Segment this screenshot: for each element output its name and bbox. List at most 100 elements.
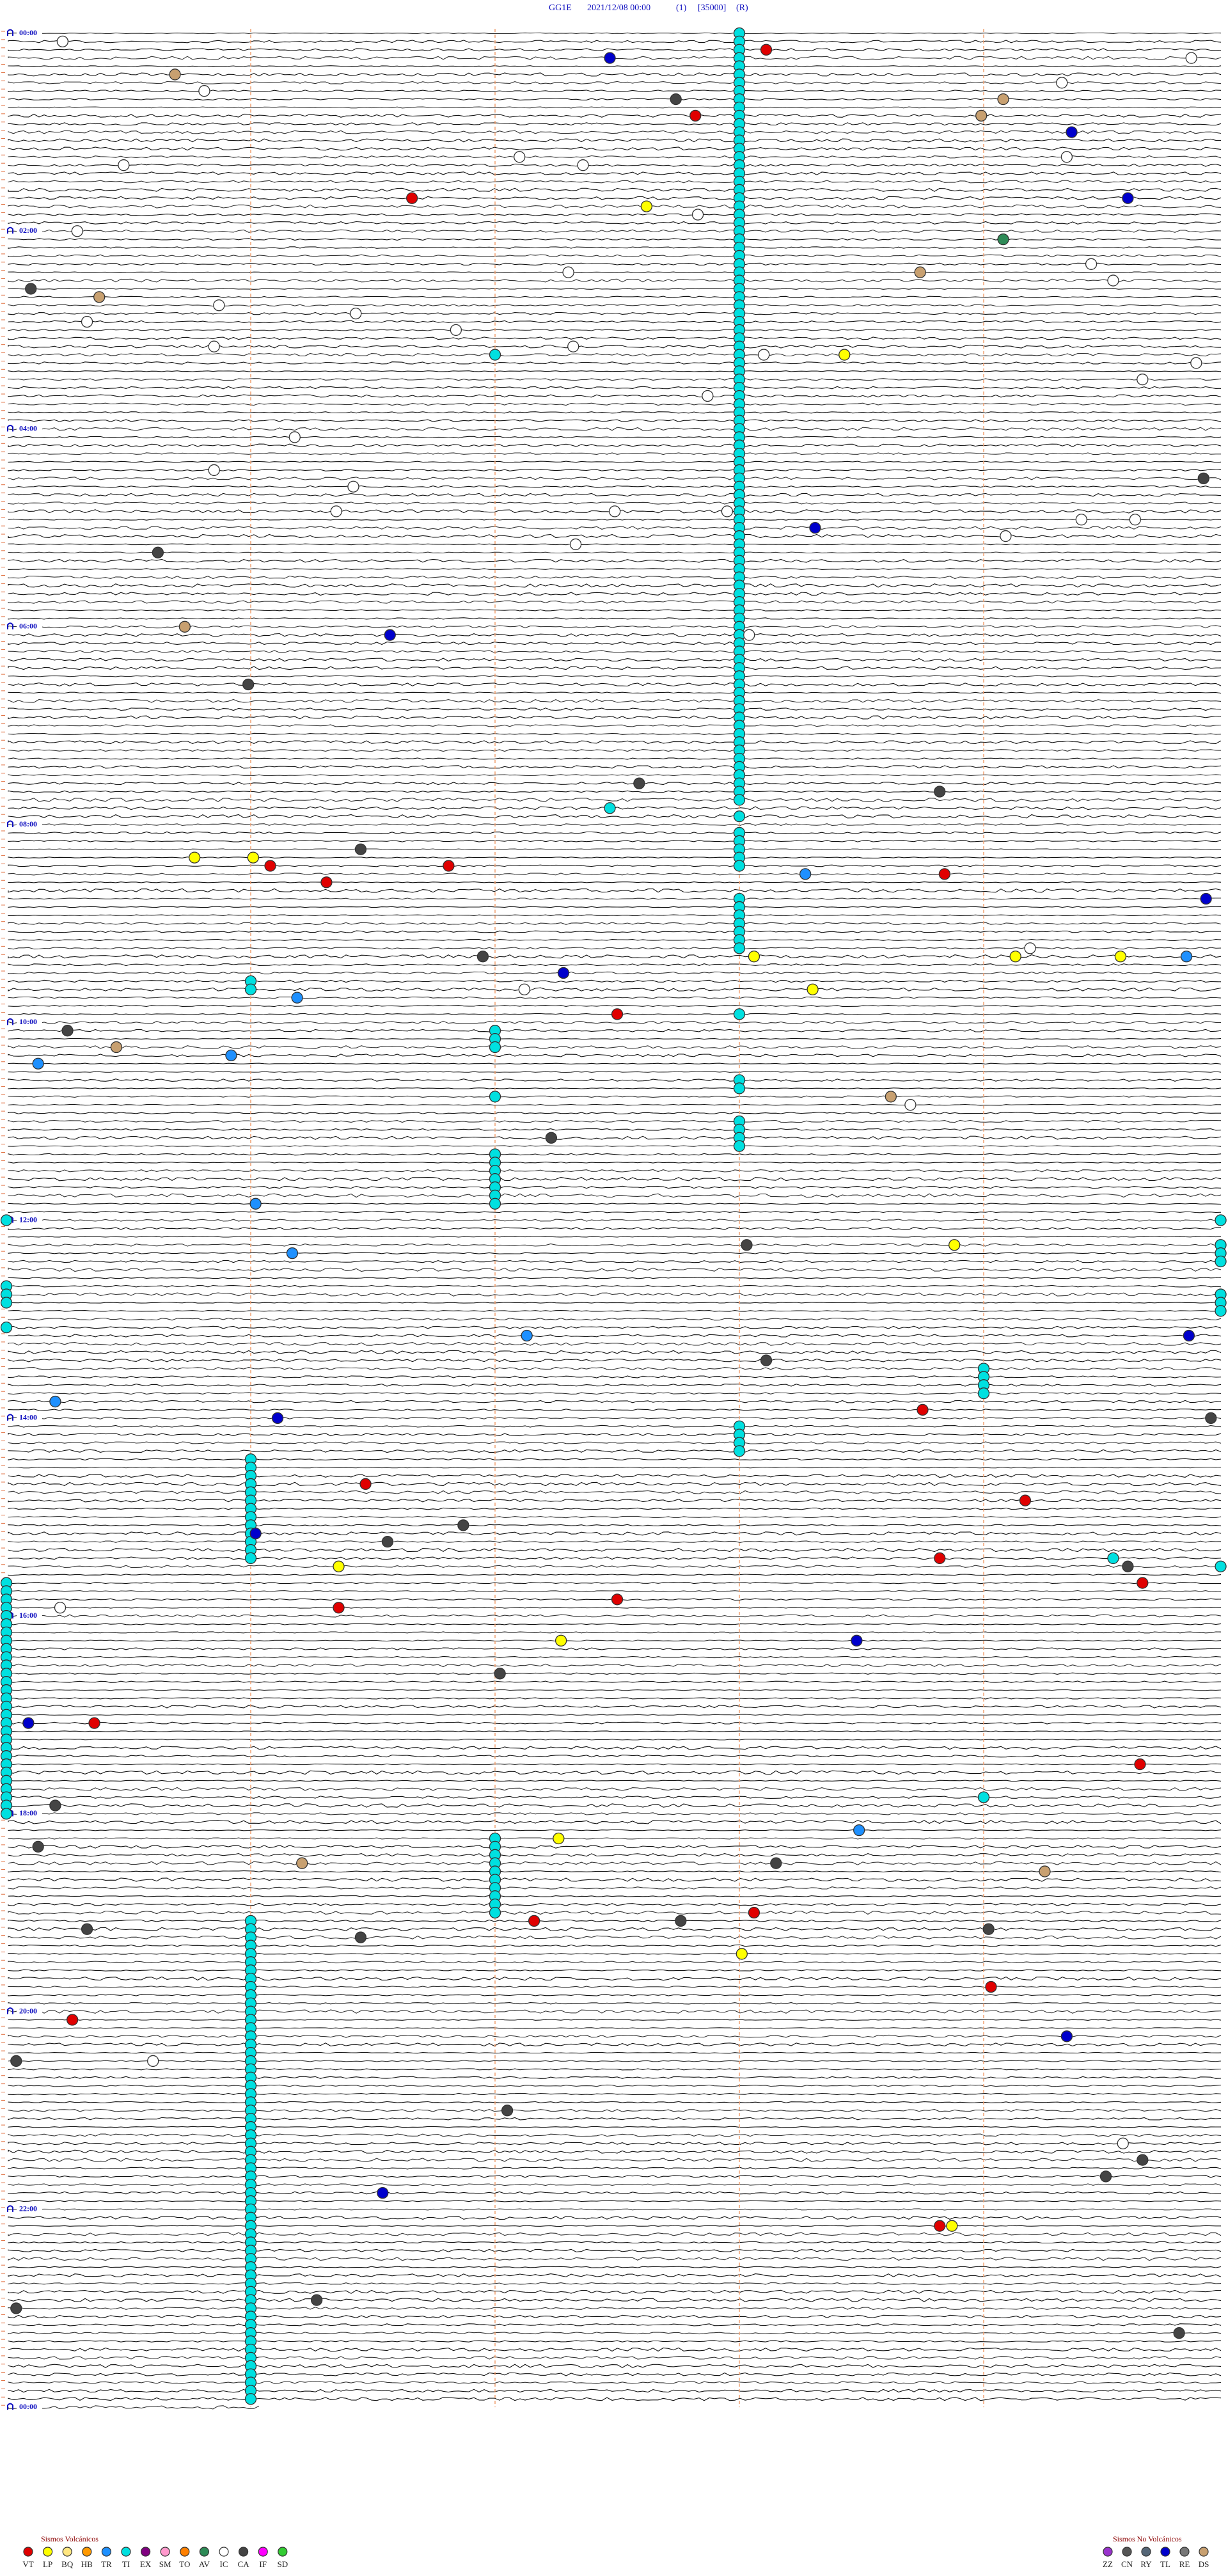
- trace: [8, 1870, 1222, 1873]
- legend-label: LP: [43, 2559, 52, 2569]
- event-marker: [489, 1197, 501, 1210]
- trace: [8, 2364, 1222, 2368]
- trace: [8, 831, 1222, 835]
- trace: [8, 963, 1222, 967]
- trace: [8, 296, 1222, 299]
- event-marker: [381, 1535, 394, 1548]
- event-marker: [1060, 151, 1073, 163]
- trace: [8, 1803, 1222, 1808]
- legend-swatch: [1122, 2547, 1132, 2557]
- event-marker: [169, 68, 181, 81]
- legend-swatch: [219, 2547, 229, 2557]
- trace: [8, 1334, 1222, 1338]
- trace: [8, 699, 1222, 703]
- traces: [1, 31, 1222, 2410]
- trace: [8, 2068, 1222, 2071]
- event-marker: [93, 291, 106, 303]
- event-marker: [736, 1948, 748, 1960]
- trace: [8, 452, 1221, 455]
- trace: [8, 1277, 1222, 1279]
- event-marker: [152, 546, 164, 558]
- trace: [8, 336, 1222, 340]
- event-marker: [1122, 1560, 1134, 1572]
- time-label: 20:00: [19, 2006, 37, 2015]
- trace: [8, 1267, 1222, 1272]
- event-marker: [0, 1808, 13, 1820]
- trace: [8, 2215, 1222, 2220]
- trace: [8, 2282, 1222, 2285]
- legend-label: HB: [81, 2559, 93, 2569]
- trace: [8, 897, 1221, 900]
- event-marker: [350, 307, 362, 320]
- trace: [8, 1490, 1222, 1494]
- trace: [8, 987, 1222, 992]
- legend-swatch: [62, 2547, 72, 2557]
- event-marker: [32, 1057, 44, 1070]
- event-marker: [286, 1247, 299, 1260]
- trace: [8, 790, 1222, 793]
- trace: [8, 171, 1222, 175]
- trace: [8, 774, 1222, 777]
- event-marker: [689, 109, 702, 122]
- event-marker: [66, 2014, 79, 2026]
- event-marker: [1000, 530, 1012, 542]
- legend-swatch: [1199, 2547, 1209, 2557]
- trace: [8, 682, 1222, 687]
- trace: [8, 213, 1222, 216]
- trace: [8, 1780, 1222, 1782]
- trace: [8, 2133, 1222, 2137]
- event-marker: [310, 2294, 323, 2306]
- event-marker: [244, 1552, 257, 1565]
- trace: [8, 1161, 1222, 1164]
- trace: [8, 2126, 1221, 2128]
- event-marker: [1185, 52, 1197, 64]
- trace: [8, 229, 1222, 233]
- trace: [8, 1614, 1222, 1618]
- trace: [8, 592, 1222, 596]
- event-marker: [604, 802, 616, 814]
- trace: [8, 1252, 1222, 1254]
- trace: [8, 1565, 1222, 1569]
- event-marker: [489, 1041, 501, 1054]
- trace: [8, 1680, 1222, 1684]
- legend-swatch: [82, 2547, 92, 2557]
- trace: [8, 1540, 1222, 1543]
- event-marker: [934, 786, 946, 798]
- event-marker: [611, 1008, 624, 1020]
- trace: [8, 2248, 1222, 2252]
- trace: [8, 2167, 1222, 2170]
- event-marker: [0, 1321, 13, 1334]
- event-marker: [675, 1915, 687, 1927]
- trace: [8, 485, 1222, 488]
- event-marker: [1060, 2030, 1073, 2043]
- trace: [8, 2381, 1222, 2384]
- trace: [8, 1697, 1222, 1700]
- event-marker: [288, 431, 301, 443]
- legend-label: SM: [159, 2559, 171, 2569]
- legend-label: SD: [277, 2559, 288, 2569]
- event-marker: [1066, 126, 1078, 138]
- time-label: 02:00: [19, 226, 37, 235]
- legend-swatch: [1141, 2547, 1151, 2557]
- trace: [8, 2298, 1222, 2302]
- trace: [8, 1895, 1222, 1897]
- trace: [8, 1730, 1222, 1732]
- event-marker: [1019, 1494, 1032, 1506]
- trace: [8, 2340, 1222, 2343]
- event-marker: [213, 299, 225, 312]
- hour-marker: [7, 820, 13, 828]
- legend-swatch: [141, 2547, 151, 2557]
- trace: [8, 1507, 1222, 1510]
- trace: [8, 1071, 1222, 1073]
- event-marker: [743, 629, 755, 641]
- trace: [8, 691, 1222, 694]
- event-marker: [1215, 1214, 1227, 1226]
- trace: [8, 1919, 1222, 1922]
- event-marker: [770, 1857, 782, 1869]
- event-marker: [934, 1552, 946, 1565]
- trace: [8, 411, 1222, 414]
- trace: [8, 1837, 1222, 1840]
- trace: [8, 625, 1222, 629]
- time-label: 06:00: [19, 622, 37, 631]
- trace: [8, 187, 1222, 192]
